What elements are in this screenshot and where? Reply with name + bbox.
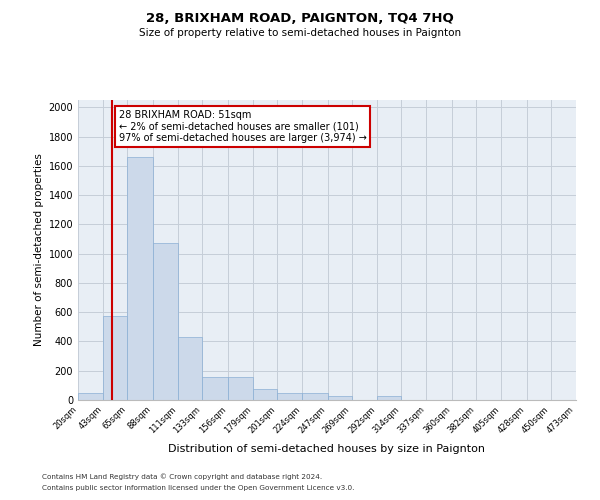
Text: 28 BRIXHAM ROAD: 51sqm
← 2% of semi-detached houses are smaller (101)
97% of sem: 28 BRIXHAM ROAD: 51sqm ← 2% of semi-deta… — [119, 110, 367, 144]
Bar — [178, 337, 202, 400]
Bar — [253, 389, 277, 400]
Bar — [227, 378, 253, 400]
Bar — [277, 392, 302, 400]
Text: Size of property relative to semi-detached houses in Paignton: Size of property relative to semi-detach… — [139, 28, 461, 38]
Y-axis label: Number of semi-detached properties: Number of semi-detached properties — [34, 154, 44, 346]
Text: 28, BRIXHAM ROAD, PAIGNTON, TQ4 7HQ: 28, BRIXHAM ROAD, PAIGNTON, TQ4 7HQ — [146, 12, 454, 26]
Bar — [127, 157, 153, 400]
Bar — [202, 378, 227, 400]
Bar — [302, 392, 328, 400]
X-axis label: Distribution of semi-detached houses by size in Paignton: Distribution of semi-detached houses by … — [169, 444, 485, 454]
Bar — [78, 392, 103, 400]
Bar — [328, 396, 352, 400]
Bar — [103, 316, 127, 400]
Bar — [377, 396, 401, 400]
Bar — [153, 242, 178, 400]
Text: Contains public sector information licensed under the Open Government Licence v3: Contains public sector information licen… — [42, 485, 355, 491]
Text: Contains HM Land Registry data © Crown copyright and database right 2024.: Contains HM Land Registry data © Crown c… — [42, 474, 322, 480]
